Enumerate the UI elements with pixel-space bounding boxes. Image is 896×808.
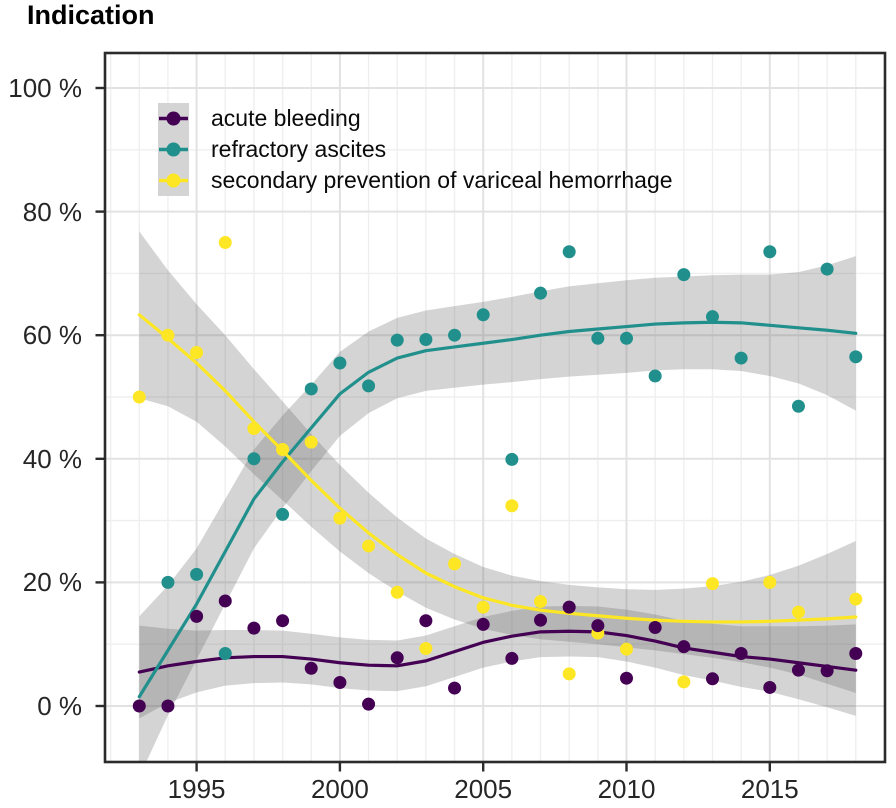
legend-item-secondary-prevention: secondary prevention of variceal hemorrh…: [158, 165, 673, 196]
legend-key-point-line-icon: [158, 134, 189, 165]
legend-key-point-line-icon: [158, 103, 189, 134]
x-tick-label: 2015: [740, 774, 799, 804]
legend-item-acute-bleeding: acute bleeding: [158, 103, 673, 134]
y-tick-label: 100 %: [8, 73, 82, 103]
chart-title: Indication: [27, 0, 155, 30]
x-tick-label: 2010: [597, 774, 656, 804]
x-tick-label: 2005: [454, 774, 513, 804]
x-tick-label: 2000: [310, 774, 369, 804]
legend-label: refractory ascites: [211, 136, 387, 162]
legend: acute bleeding refractory ascites second…: [158, 103, 673, 196]
y-tick-label: 40 %: [22, 443, 82, 474]
y-tick-label: 60 %: [22, 320, 82, 351]
y-tick-label: 20 %: [22, 567, 82, 598]
legend-label: secondary prevention of variceal hemorrh…: [211, 167, 673, 193]
x-tick-label: 1995: [167, 774, 226, 804]
legend-item-refractory-ascites: refractory ascites: [158, 134, 673, 165]
legend-label: acute bleeding: [211, 105, 361, 131]
y-tick-label: 80 %: [22, 196, 82, 227]
legend-key-point-line-icon: [158, 165, 189, 196]
y-tick-label: 0 %: [37, 691, 82, 721]
